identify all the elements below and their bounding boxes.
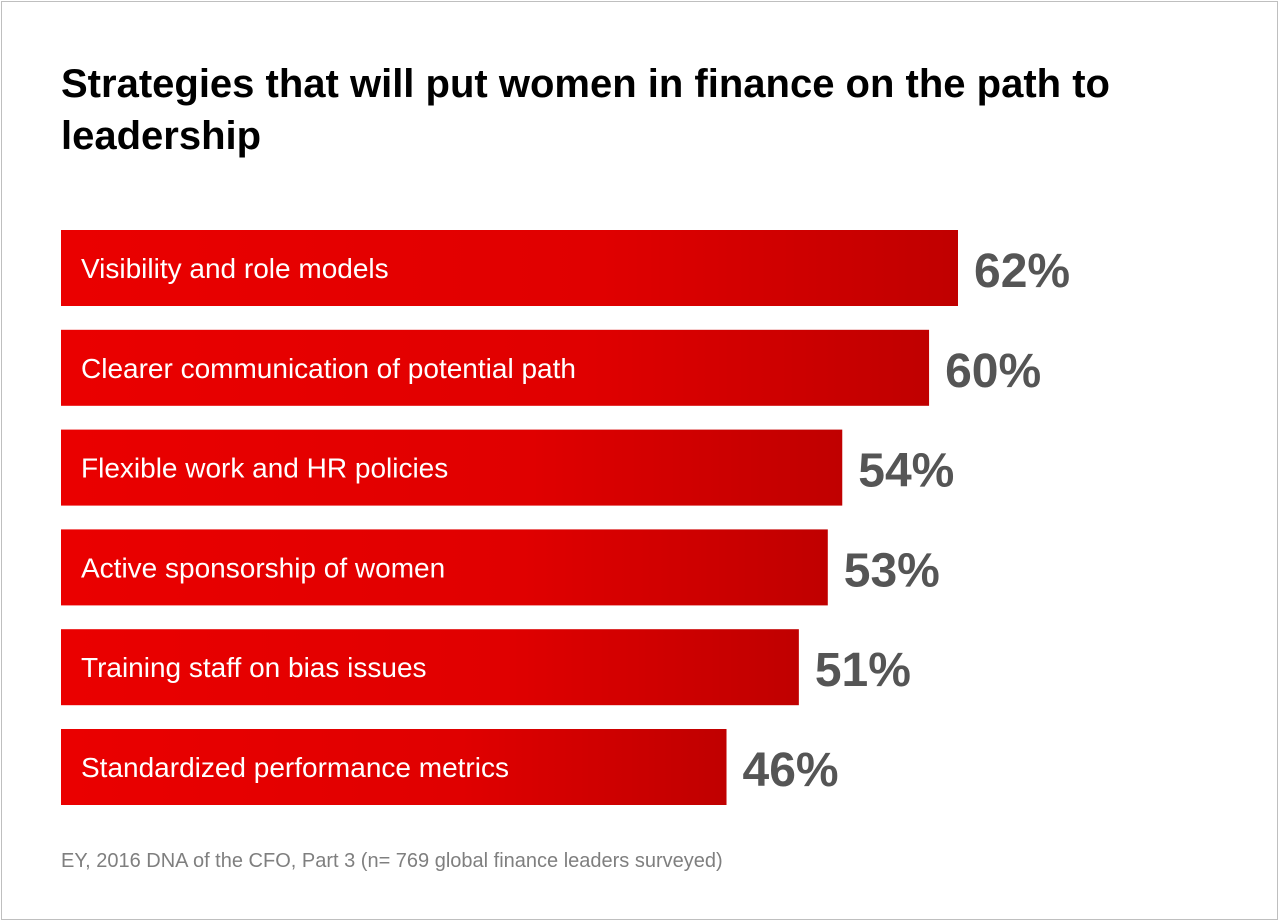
category-label: Standardized performance metrics xyxy=(81,752,509,783)
value-label: 60% xyxy=(945,345,1041,398)
value-label: 54% xyxy=(858,445,954,498)
source-note: EY, 2016 DNA of the CFO, Part 3 (n= 769 … xyxy=(61,850,723,872)
value-label: 53% xyxy=(844,544,940,597)
bar xyxy=(61,429,843,506)
bar xyxy=(61,230,958,306)
category-label: Flexible work and HR policies xyxy=(81,453,448,484)
value-label: 51% xyxy=(815,644,911,697)
category-label: Active sponsorship of women xyxy=(81,552,445,583)
bar xyxy=(61,629,799,706)
chart-title: Strategies that will put women in financ… xyxy=(61,62,1110,158)
bar xyxy=(61,329,930,406)
category-label: Visibility and role models xyxy=(81,253,389,284)
bars-group: Visibility and role models 62% Clearer com… xyxy=(61,230,1070,805)
value-label: 46% xyxy=(743,744,839,797)
category-label: Clearer communication of potential path xyxy=(81,353,576,384)
bar xyxy=(61,529,828,606)
bar xyxy=(61,729,727,805)
value-label: 62% xyxy=(974,245,1070,298)
category-label: Training staff on bias issues xyxy=(81,652,427,683)
